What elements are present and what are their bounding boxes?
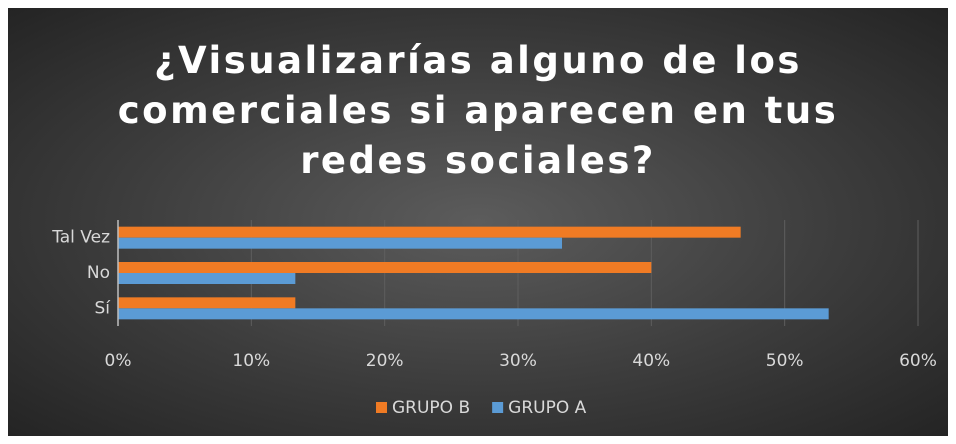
x-tick-label: 30% <box>499 351 537 371</box>
x-tick-label: 60% <box>899 351 937 371</box>
bar <box>118 297 296 309</box>
x-tick-label: 0% <box>105 351 132 371</box>
chart-background <box>8 8 948 436</box>
y-tick-label: Sí <box>94 298 111 318</box>
bar <box>118 226 741 238</box>
legend-swatch <box>492 402 504 413</box>
chart-title: ¿Visualizarías alguno de los comerciales… <box>117 39 839 182</box>
bar <box>118 273 296 284</box>
x-tick-label: 50% <box>766 351 804 371</box>
x-tick-label: 20% <box>366 351 404 371</box>
bar <box>118 237 562 249</box>
legend-label: GRUPO B <box>392 398 470 418</box>
x-tick-label: 40% <box>632 351 670 371</box>
x-tick-label: 10% <box>232 351 270 371</box>
legend-label: GRUPO A <box>508 398 586 418</box>
legend-swatch <box>376 402 387 413</box>
bar <box>118 308 829 320</box>
bar <box>118 262 652 273</box>
y-tick-label: No <box>87 263 110 283</box>
y-tick-label: Tal Vez <box>51 228 110 248</box>
